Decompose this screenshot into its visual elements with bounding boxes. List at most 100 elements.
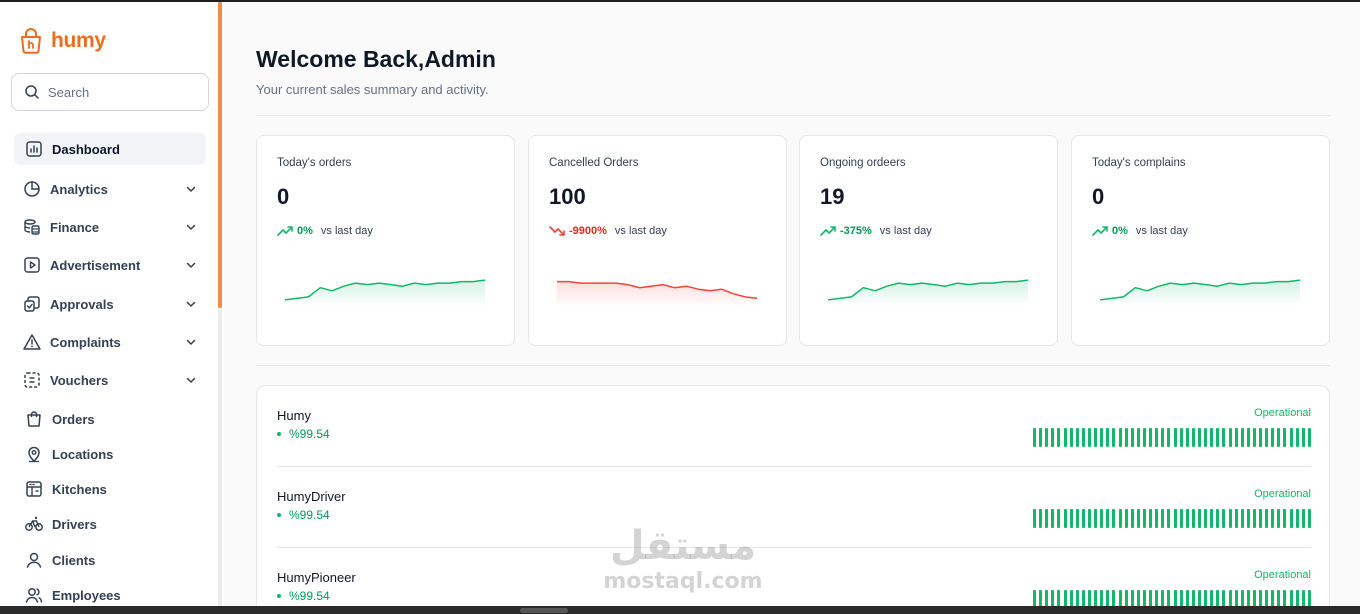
uptime-bar[interactable] <box>1118 428 1122 447</box>
uptime-bar[interactable] <box>1167 509 1171 528</box>
uptime-bar[interactable] <box>1301 509 1305 528</box>
uptime-bar[interactable] <box>1051 590 1055 606</box>
uptime-bar[interactable] <box>1185 428 1189 447</box>
uptime-bar[interactable] <box>1228 428 1232 447</box>
uptime-bar[interactable] <box>1222 509 1226 528</box>
uptime-bar[interactable] <box>1051 428 1055 447</box>
sidebar-item-approvals[interactable]: Approvals <box>14 288 206 320</box>
uptime-bar[interactable] <box>1057 590 1061 606</box>
uptime-bar[interactable] <box>1295 509 1299 528</box>
uptime-bar[interactable] <box>1118 590 1122 606</box>
uptime-bar[interactable] <box>1283 590 1287 606</box>
uptime-bar[interactable] <box>1307 509 1311 528</box>
uptime-bar[interactable] <box>1204 590 1208 606</box>
uptime-bar[interactable] <box>1252 509 1256 528</box>
uptime-bar[interactable] <box>1240 590 1244 606</box>
uptime-bar[interactable] <box>1277 509 1281 528</box>
uptime-bar[interactable] <box>1259 590 1263 606</box>
uptime-bar[interactable] <box>1075 428 1079 447</box>
uptime-bar[interactable] <box>1271 509 1275 528</box>
chevron-down-icon[interactable] <box>184 182 198 196</box>
uptime-bar[interactable] <box>1155 428 1159 447</box>
uptime-bar[interactable] <box>1069 590 1073 606</box>
uptime-bar[interactable] <box>1039 428 1043 447</box>
uptime-bar[interactable] <box>1295 590 1299 606</box>
sidebar-scrollbar[interactable] <box>218 2 222 606</box>
sidebar-item-complaints[interactable]: Complaints <box>14 326 206 358</box>
sidebar-item-vouchers[interactable]: Vouchers <box>14 364 206 396</box>
uptime-bar[interactable] <box>1265 590 1269 606</box>
sidebar-scrollbar-thumb[interactable] <box>218 2 222 308</box>
sidebar-item-analytics[interactable]: Analytics <box>14 173 206 205</box>
uptime-bar[interactable] <box>1259 509 1263 528</box>
uptime-bar[interactable] <box>1136 428 1140 447</box>
uptime-bar[interactable] <box>1307 428 1311 447</box>
uptime-bar[interactable] <box>1228 590 1232 606</box>
uptime-bar[interactable] <box>1155 590 1159 606</box>
sidebar-item-orders[interactable]: Orders <box>14 403 206 435</box>
uptime-bar[interactable] <box>1191 509 1195 528</box>
uptime-bar[interactable] <box>1142 590 1146 606</box>
uptime-bar[interactable] <box>1118 509 1122 528</box>
uptime-bar[interactable] <box>1045 428 1049 447</box>
search-box[interactable] <box>11 73 209 111</box>
uptime-bar[interactable] <box>1094 509 1098 528</box>
service-status-row[interactable]: HumyDriver %99.54 Operational <box>277 467 1311 548</box>
uptime-bar[interactable] <box>1081 509 1085 528</box>
uptime-bar[interactable] <box>1252 590 1256 606</box>
uptime-bar[interactable] <box>1106 428 1110 447</box>
uptime-bar[interactable] <box>1087 509 1091 528</box>
uptime-bar[interactable] <box>1240 428 1244 447</box>
sidebar-item-dashboard[interactable]: Dashboard <box>14 133 206 165</box>
uptime-bar[interactable] <box>1057 509 1061 528</box>
uptime-bar[interactable] <box>1045 590 1049 606</box>
uptime-bar[interactable] <box>1149 509 1153 528</box>
uptime-bar[interactable] <box>1197 590 1201 606</box>
uptime-bar[interactable] <box>1197 509 1201 528</box>
stat-card[interactable]: Ongoing ordeers 19 -375% vs last day <box>799 135 1058 346</box>
uptime-bar[interactable] <box>1124 590 1128 606</box>
uptime-bar[interactable] <box>1222 590 1226 606</box>
uptime-bar[interactable] <box>1216 509 1220 528</box>
uptime-bar[interactable] <box>1069 428 1073 447</box>
uptime-bar[interactable] <box>1155 509 1159 528</box>
uptime-bar[interactable] <box>1167 590 1171 606</box>
uptime-bar[interactable] <box>1185 590 1189 606</box>
uptime-bar[interactable] <box>1173 509 1177 528</box>
uptime-bar[interactable] <box>1087 590 1091 606</box>
service-status-row[interactable]: Humy %99.54 Operational <box>277 386 1311 467</box>
uptime-bar[interactable] <box>1271 590 1275 606</box>
uptime-bar[interactable] <box>1216 590 1220 606</box>
uptime-bar[interactable] <box>1210 428 1214 447</box>
uptime-bar[interactable] <box>1142 428 1146 447</box>
uptime-bar[interactable] <box>1246 509 1250 528</box>
uptime-bar[interactable] <box>1112 590 1116 606</box>
uptime-bar[interactable] <box>1204 428 1208 447</box>
service-status-row[interactable]: HumyPioneer %99.54 Operational <box>277 548 1311 606</box>
chevron-down-icon[interactable] <box>184 297 198 311</box>
uptime-bar[interactable] <box>1210 509 1214 528</box>
chevron-down-icon[interactable] <box>184 373 198 387</box>
uptime-bar[interactable] <box>1173 428 1177 447</box>
uptime-bar[interactable] <box>1179 509 1183 528</box>
uptime-bar[interactable] <box>1094 590 1098 606</box>
uptime-bar[interactable] <box>1124 509 1128 528</box>
uptime-bar[interactable] <box>1277 590 1281 606</box>
stat-card[interactable]: Today's complains 0 0% vs last day <box>1071 135 1330 346</box>
uptime-bar[interactable] <box>1094 428 1098 447</box>
uptime-bar[interactable] <box>1039 590 1043 606</box>
sidebar-item-locations[interactable]: Locations <box>14 438 206 470</box>
chevron-down-icon[interactable] <box>184 220 198 234</box>
uptime-bar[interactable] <box>1228 509 1232 528</box>
uptime-bar[interactable] <box>1271 428 1275 447</box>
uptime-bar[interactable] <box>1289 590 1293 606</box>
uptime-bar[interactable] <box>1057 428 1061 447</box>
uptime-bar[interactable] <box>1033 590 1036 606</box>
uptime-bar[interactable] <box>1185 509 1189 528</box>
uptime-bar[interactable] <box>1307 590 1311 606</box>
uptime-bar[interactable] <box>1234 509 1238 528</box>
uptime-bar[interactable] <box>1197 428 1201 447</box>
uptime-bar[interactable] <box>1039 509 1043 528</box>
uptime-bar[interactable] <box>1283 509 1287 528</box>
uptime-bar[interactable] <box>1136 509 1140 528</box>
